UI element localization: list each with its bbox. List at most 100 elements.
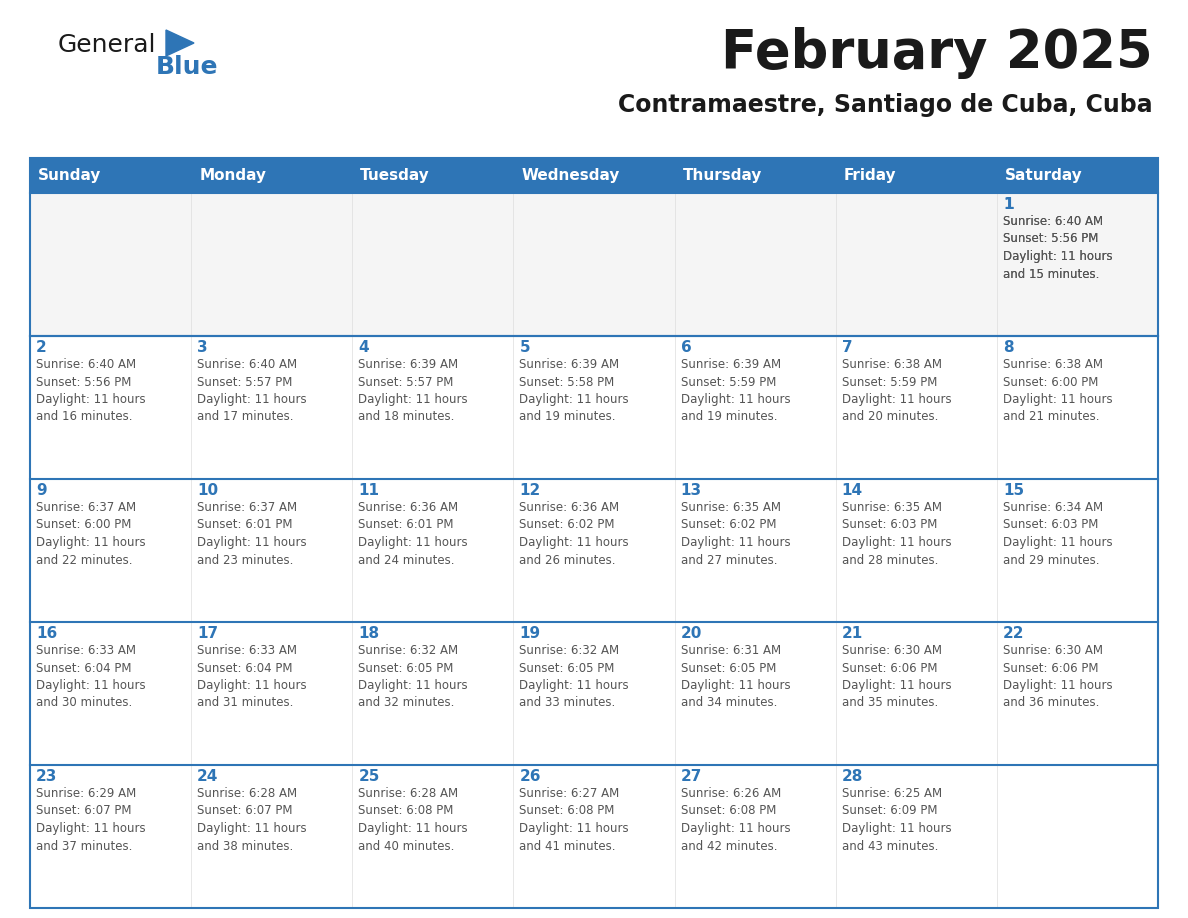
- Text: Sunrise: 6:40 AM
Sunset: 5:56 PM
Daylight: 11 hours
and 16 minutes.: Sunrise: 6:40 AM Sunset: 5:56 PM Dayligh…: [36, 358, 146, 423]
- Text: 15: 15: [1003, 483, 1024, 498]
- Text: 7: 7: [842, 340, 852, 355]
- Bar: [835, 479, 997, 622]
- Bar: [997, 622, 1158, 765]
- Text: Sunrise: 6:39 AM
Sunset: 5:58 PM
Daylight: 11 hours
and 19 minutes.: Sunrise: 6:39 AM Sunset: 5:58 PM Dayligh…: [519, 358, 630, 423]
- Bar: [353, 158, 513, 193]
- Text: Sunday: Sunday: [38, 168, 101, 183]
- Text: Sunrise: 6:32 AM
Sunset: 6:05 PM
Daylight: 11 hours
and 32 minutes.: Sunrise: 6:32 AM Sunset: 6:05 PM Dayligh…: [359, 644, 468, 710]
- Text: 10: 10: [197, 483, 219, 498]
- Bar: [997, 193, 1158, 336]
- Bar: [30, 193, 191, 336]
- Text: 13: 13: [681, 483, 702, 498]
- Text: Sunrise: 6:40 AM
Sunset: 5:56 PM
Daylight: 11 hours
and 15 minutes.: Sunrise: 6:40 AM Sunset: 5:56 PM Dayligh…: [1003, 215, 1112, 281]
- Text: 2: 2: [36, 340, 46, 355]
- Text: 16: 16: [36, 626, 57, 641]
- Text: Sunrise: 6:37 AM
Sunset: 6:00 PM
Daylight: 11 hours
and 22 minutes.: Sunrise: 6:37 AM Sunset: 6:00 PM Dayligh…: [36, 501, 146, 566]
- Bar: [675, 193, 835, 336]
- Text: Sunrise: 6:27 AM
Sunset: 6:08 PM
Daylight: 11 hours
and 41 minutes.: Sunrise: 6:27 AM Sunset: 6:08 PM Dayligh…: [519, 787, 630, 853]
- Bar: [353, 193, 513, 336]
- Text: Friday: Friday: [843, 168, 896, 183]
- Bar: [835, 193, 997, 336]
- Text: Sunrise: 6:39 AM
Sunset: 5:59 PM
Daylight: 11 hours
and 19 minutes.: Sunrise: 6:39 AM Sunset: 5:59 PM Dayligh…: [681, 358, 790, 423]
- Text: Sunrise: 6:25 AM
Sunset: 6:09 PM
Daylight: 11 hours
and 43 minutes.: Sunrise: 6:25 AM Sunset: 6:09 PM Dayligh…: [842, 787, 952, 853]
- Bar: [835, 765, 997, 908]
- Bar: [675, 765, 835, 908]
- Text: Sunrise: 6:30 AM
Sunset: 6:06 PM
Daylight: 11 hours
and 36 minutes.: Sunrise: 6:30 AM Sunset: 6:06 PM Dayligh…: [1003, 644, 1112, 710]
- Text: 19: 19: [519, 626, 541, 641]
- Text: Sunrise: 6:33 AM
Sunset: 6:04 PM
Daylight: 11 hours
and 31 minutes.: Sunrise: 6:33 AM Sunset: 6:04 PM Dayligh…: [197, 644, 307, 710]
- Text: 12: 12: [519, 483, 541, 498]
- Text: Sunrise: 6:40 AM
Sunset: 5:57 PM
Daylight: 11 hours
and 17 minutes.: Sunrise: 6:40 AM Sunset: 5:57 PM Dayligh…: [197, 358, 307, 423]
- Bar: [513, 158, 675, 193]
- Bar: [997, 479, 1158, 622]
- Text: Sunrise: 6:29 AM
Sunset: 6:07 PM
Daylight: 11 hours
and 37 minutes.: Sunrise: 6:29 AM Sunset: 6:07 PM Dayligh…: [36, 787, 146, 853]
- Bar: [353, 765, 513, 908]
- Bar: [997, 336, 1158, 479]
- Bar: [675, 336, 835, 479]
- Bar: [513, 622, 675, 765]
- Text: 22: 22: [1003, 626, 1024, 641]
- Bar: [835, 158, 997, 193]
- Text: 5: 5: [519, 340, 530, 355]
- Bar: [997, 158, 1158, 193]
- Bar: [997, 193, 1158, 336]
- Polygon shape: [166, 30, 194, 56]
- Text: 17: 17: [197, 626, 219, 641]
- Text: 24: 24: [197, 769, 219, 784]
- Text: Sunrise: 6:32 AM
Sunset: 6:05 PM
Daylight: 11 hours
and 33 minutes.: Sunrise: 6:32 AM Sunset: 6:05 PM Dayligh…: [519, 644, 630, 710]
- Bar: [191, 193, 353, 336]
- Text: 27: 27: [681, 769, 702, 784]
- Text: Wednesday: Wednesday: [522, 168, 620, 183]
- Bar: [513, 336, 675, 479]
- Text: Contramaestre, Santiago de Cuba, Cuba: Contramaestre, Santiago de Cuba, Cuba: [619, 93, 1154, 117]
- Text: Sunrise: 6:36 AM
Sunset: 6:02 PM
Daylight: 11 hours
and 26 minutes.: Sunrise: 6:36 AM Sunset: 6:02 PM Dayligh…: [519, 501, 630, 566]
- Text: 3: 3: [197, 340, 208, 355]
- Text: February 2025: February 2025: [721, 27, 1154, 79]
- Text: Sunrise: 6:35 AM
Sunset: 6:03 PM
Daylight: 11 hours
and 28 minutes.: Sunrise: 6:35 AM Sunset: 6:03 PM Dayligh…: [842, 501, 952, 566]
- Text: 21: 21: [842, 626, 862, 641]
- Bar: [191, 336, 353, 479]
- Bar: [30, 193, 191, 336]
- Bar: [30, 765, 191, 908]
- Bar: [675, 193, 835, 336]
- Text: Thursday: Thursday: [683, 168, 762, 183]
- Bar: [30, 479, 191, 622]
- Bar: [835, 193, 997, 336]
- Text: Sunrise: 6:30 AM
Sunset: 6:06 PM
Daylight: 11 hours
and 35 minutes.: Sunrise: 6:30 AM Sunset: 6:06 PM Dayligh…: [842, 644, 952, 710]
- Text: Saturday: Saturday: [1005, 168, 1082, 183]
- Text: 11: 11: [359, 483, 379, 498]
- Text: Sunrise: 6:28 AM
Sunset: 6:07 PM
Daylight: 11 hours
and 38 minutes.: Sunrise: 6:28 AM Sunset: 6:07 PM Dayligh…: [197, 787, 307, 853]
- Text: Sunrise: 6:39 AM
Sunset: 5:57 PM
Daylight: 11 hours
and 18 minutes.: Sunrise: 6:39 AM Sunset: 5:57 PM Dayligh…: [359, 358, 468, 423]
- Bar: [30, 336, 191, 479]
- Text: Tuesday: Tuesday: [360, 168, 430, 183]
- Text: General: General: [58, 33, 157, 57]
- Bar: [353, 193, 513, 336]
- Bar: [30, 158, 191, 193]
- Bar: [997, 765, 1158, 908]
- Text: 1: 1: [1003, 197, 1013, 212]
- Bar: [353, 622, 513, 765]
- Bar: [513, 193, 675, 336]
- Bar: [513, 765, 675, 908]
- Bar: [30, 158, 1158, 908]
- Text: 6: 6: [681, 340, 691, 355]
- Text: 8: 8: [1003, 340, 1013, 355]
- Text: 4: 4: [359, 340, 369, 355]
- Bar: [513, 193, 675, 336]
- Text: Sunrise: 6:26 AM
Sunset: 6:08 PM
Daylight: 11 hours
and 42 minutes.: Sunrise: 6:26 AM Sunset: 6:08 PM Dayligh…: [681, 787, 790, 853]
- Bar: [191, 479, 353, 622]
- Bar: [675, 622, 835, 765]
- Bar: [675, 479, 835, 622]
- Text: 26: 26: [519, 769, 541, 784]
- Bar: [675, 158, 835, 193]
- Text: Sunrise: 6:33 AM
Sunset: 6:04 PM
Daylight: 11 hours
and 30 minutes.: Sunrise: 6:33 AM Sunset: 6:04 PM Dayligh…: [36, 644, 146, 710]
- Bar: [835, 622, 997, 765]
- Text: 18: 18: [359, 626, 379, 641]
- Text: Sunrise: 6:36 AM
Sunset: 6:01 PM
Daylight: 11 hours
and 24 minutes.: Sunrise: 6:36 AM Sunset: 6:01 PM Dayligh…: [359, 501, 468, 566]
- Text: 9: 9: [36, 483, 46, 498]
- Text: Monday: Monday: [200, 168, 266, 183]
- Text: 25: 25: [359, 769, 380, 784]
- Bar: [353, 336, 513, 479]
- Bar: [513, 479, 675, 622]
- Text: Sunrise: 6:37 AM
Sunset: 6:01 PM
Daylight: 11 hours
and 23 minutes.: Sunrise: 6:37 AM Sunset: 6:01 PM Dayligh…: [197, 501, 307, 566]
